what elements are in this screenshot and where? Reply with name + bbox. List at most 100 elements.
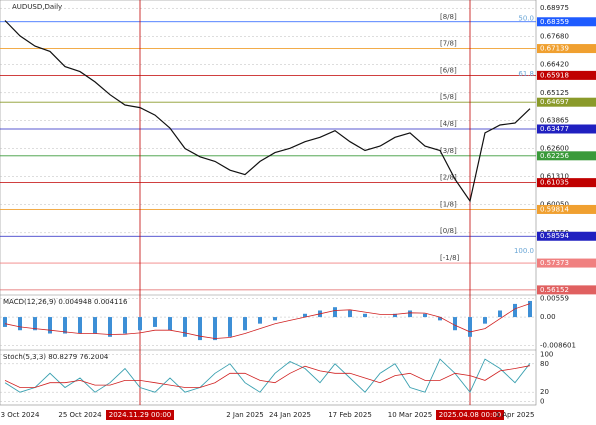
y-tick-label: 0.68975 (540, 4, 569, 12)
x-tick-label: 24 Jan 2025 (269, 411, 311, 419)
y-tick-label: 0.61310 (540, 173, 569, 181)
macd-bar (333, 307, 337, 318)
macd-bar (438, 317, 442, 321)
x-tick-label: 2024.11.29 00:00 (109, 411, 171, 419)
stoch-k (4, 358, 531, 394)
level-box (537, 124, 596, 134)
y-tick-label: 0.63865 (540, 116, 569, 124)
level-box (537, 258, 596, 268)
level-box (537, 204, 596, 214)
macd-bar (528, 300, 532, 318)
x-tick-label: 25 Oct 2024 (58, 411, 102, 419)
macd-bar (183, 317, 187, 337)
murrey-label: [5/8] (440, 93, 457, 101)
macd-bar (123, 317, 127, 334)
macd-bar (303, 313, 307, 318)
y-tick-label: 80 (540, 360, 549, 368)
macd-bar (483, 317, 487, 324)
stoch-d (4, 365, 531, 388)
macd-bar (18, 317, 22, 331)
level-box (537, 285, 596, 295)
y-tick-label: 0.00 (540, 313, 556, 321)
fib-label: 100.0 (514, 247, 534, 255)
murrey-label: [8/8] (440, 13, 457, 21)
macd-bar (468, 317, 472, 337)
level-label: 0.62256 (540, 152, 569, 160)
murrey-label: [4/8] (440, 120, 457, 128)
fib-label: 50.0 (518, 15, 534, 23)
plot-frame (0, 0, 537, 406)
macd-bar (228, 317, 232, 337)
macd-bar (408, 310, 412, 318)
level-box (537, 17, 596, 27)
macd-bar (498, 310, 502, 318)
macd-bar (213, 317, 217, 341)
macd-bar (108, 317, 112, 337)
y-tick-label: 100 (540, 350, 553, 358)
level-label: 0.64697 (540, 98, 569, 106)
macd-bar (453, 317, 457, 331)
x-tick-label: 3 Oct 2024 (1, 411, 40, 419)
macd-bar (258, 317, 262, 324)
murrey-label: [7/8] (440, 40, 457, 48)
level-label: 0.56152 (540, 286, 569, 294)
murrey-label: [2/8] (440, 174, 457, 182)
level-box (537, 70, 596, 80)
crosshair-box (106, 410, 174, 420)
y-tick-label: 0.60050 (540, 200, 569, 208)
y-tick-label: 0.62600 (540, 144, 569, 152)
level-label: 0.57373 (540, 259, 569, 267)
murrey-label: [0/8] (440, 227, 457, 235)
macd-bar (138, 317, 142, 331)
y-tick-label: 0.65125 (540, 89, 569, 97)
level-label: 0.65918 (540, 71, 569, 79)
macd-bar (423, 313, 427, 318)
stoch-title: Stoch(5,3,3) 80.8279 76.2004 (3, 353, 109, 361)
macd-bar (393, 313, 397, 318)
level-box (537, 44, 596, 54)
y-tick-label: -0.008601 (540, 341, 576, 349)
level-label: 0.63477 (540, 125, 569, 133)
y-tick-label: 0.00559 (540, 295, 569, 303)
macd-bar (153, 317, 157, 327)
level-box (537, 97, 596, 107)
macd-bar (3, 317, 7, 327)
x-tick-label: 2 Jan 2025 (226, 411, 264, 419)
crosshair-box (436, 410, 504, 420)
murrey-label: [3/8] (440, 147, 457, 155)
level-box (537, 178, 596, 188)
level-box (537, 231, 596, 241)
level-label: 0.61035 (540, 179, 569, 187)
y-tick-label: 0 (540, 398, 544, 406)
level-label: 0.58594 (540, 232, 569, 240)
murrey-label: [1/8] (440, 200, 457, 208)
macd-bar (348, 310, 352, 318)
y-tick-label: 0.67680 (540, 33, 569, 41)
macd-bar (273, 317, 277, 321)
macd-signal (4, 303, 531, 339)
level-label: 0.59814 (540, 205, 569, 213)
macd-bar (363, 313, 367, 318)
macd-bar (168, 317, 172, 331)
price-line (4, 20, 531, 203)
macd-title: MACD(12,26,9) 0.004948 0.004116 (3, 298, 128, 306)
macd-bar (63, 317, 67, 334)
macd-bar (243, 317, 247, 331)
murrey-label: [-1/8] (440, 254, 460, 262)
chart-title: AUDUSD,Daily (12, 3, 62, 11)
y-tick-label: 20 (540, 388, 549, 396)
y-tick-label: 0.66420 (540, 60, 569, 68)
macd-bar (513, 303, 517, 318)
x-tick-label: 2025.04.08 00:00 (439, 411, 501, 419)
macd-bar (48, 317, 52, 334)
macd-bar (93, 317, 97, 334)
level-box (537, 151, 596, 161)
fib-label: 61.8 (518, 70, 534, 78)
macd-bar (78, 317, 82, 334)
level-label: 0.67139 (540, 45, 569, 53)
macd-bar (198, 317, 202, 341)
level-label: 0.68359 (540, 18, 569, 26)
murrey-label: [6/8] (440, 66, 457, 74)
x-tick-label: 17 Feb 2025 (328, 411, 372, 419)
